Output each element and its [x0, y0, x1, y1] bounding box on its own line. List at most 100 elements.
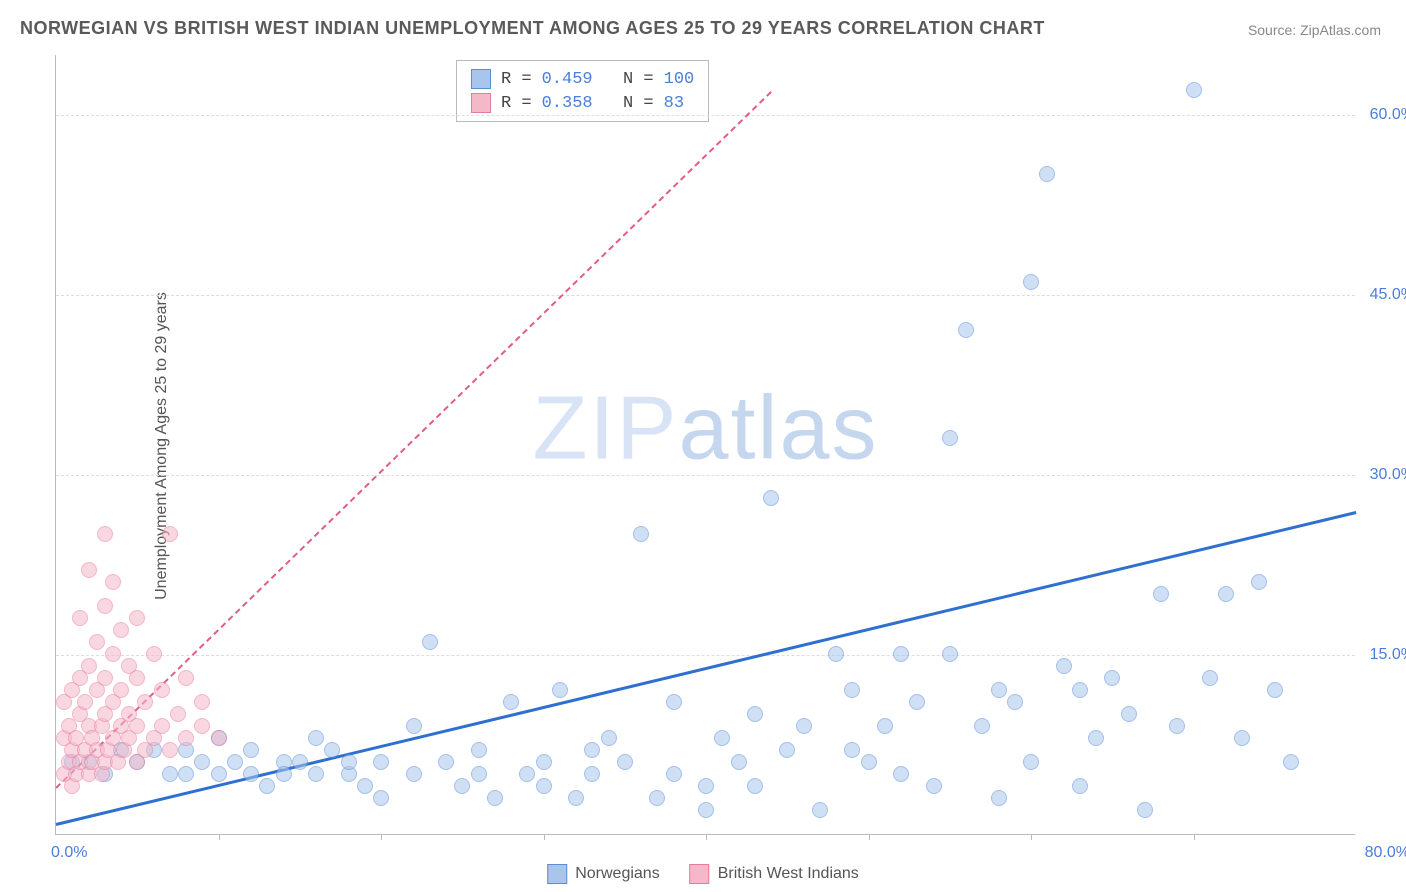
data-point: [243, 766, 259, 782]
data-point: [1023, 754, 1039, 770]
data-point: [406, 718, 422, 734]
data-point: [649, 790, 665, 806]
x-tick-mark: [706, 834, 707, 840]
data-point: [471, 742, 487, 758]
data-point: [1251, 574, 1267, 590]
r-value: 0.459: [542, 70, 593, 89]
data-point: [568, 790, 584, 806]
data-point: [308, 730, 324, 746]
data-point: [341, 754, 357, 770]
data-point: [422, 634, 438, 650]
watermark-part2: atlas: [678, 378, 878, 478]
data-point: [796, 718, 812, 734]
data-point: [861, 754, 877, 770]
gridline: [56, 295, 1355, 296]
data-point: [991, 682, 1007, 698]
data-point: [536, 778, 552, 794]
n-value: 100: [664, 70, 695, 89]
x-tick-mark: [544, 834, 545, 840]
data-point: [926, 778, 942, 794]
y-tick-label: 45.0%: [1370, 286, 1406, 304]
x-tick-max: 80.0%: [1365, 844, 1406, 862]
data-point: [893, 646, 909, 662]
data-point: [137, 694, 153, 710]
legend-stats-row: R =0.358 N = 83: [471, 91, 694, 115]
data-point: [162, 766, 178, 782]
data-point: [357, 778, 373, 794]
data-point: [1072, 682, 1088, 698]
data-point: [72, 610, 88, 626]
legend-label: British West Indians: [718, 865, 859, 883]
data-point: [178, 730, 194, 746]
data-point: [194, 718, 210, 734]
data-point: [893, 766, 909, 782]
x-tick-mark: [1031, 834, 1032, 840]
source-label: Source: ZipAtlas.com: [1248, 22, 1381, 38]
data-point: [170, 706, 186, 722]
data-point: [146, 646, 162, 662]
watermark: ZIPatlas: [532, 377, 878, 480]
x-tick-mark: [1194, 834, 1195, 840]
data-point: [292, 754, 308, 770]
legend-item: Norwegians: [547, 864, 659, 884]
x-tick-mark: [869, 834, 870, 840]
x-tick-mark: [381, 834, 382, 840]
legend-swatch: [471, 69, 491, 89]
data-point: [194, 694, 210, 710]
data-point: [1153, 586, 1169, 602]
data-point: [406, 766, 422, 782]
data-point: [162, 742, 178, 758]
data-point: [211, 730, 227, 746]
data-point: [438, 754, 454, 770]
data-point: [1007, 694, 1023, 710]
watermark-part1: ZIP: [532, 378, 678, 478]
legend-stats-row: R =0.459 N =100: [471, 67, 694, 91]
data-point: [747, 778, 763, 794]
data-point: [105, 646, 121, 662]
data-point: [942, 430, 958, 446]
data-point: [519, 766, 535, 782]
data-point: [1169, 718, 1185, 734]
data-point: [1056, 658, 1072, 674]
data-point: [536, 754, 552, 770]
plot-area: ZIPatlas R =0.459 N =100R =0.358 N = 83 …: [55, 55, 1355, 835]
data-point: [601, 730, 617, 746]
data-point: [243, 742, 259, 758]
data-point: [105, 574, 121, 590]
data-point: [584, 766, 600, 782]
data-point: [1267, 682, 1283, 698]
gridline: [56, 655, 1355, 656]
data-point: [129, 670, 145, 686]
data-point: [81, 562, 97, 578]
data-point: [552, 682, 568, 698]
data-point: [1202, 670, 1218, 686]
data-point: [698, 802, 714, 818]
data-point: [324, 742, 340, 758]
legend-item: British West Indians: [690, 864, 859, 884]
data-point: [1218, 586, 1234, 602]
data-point: [276, 766, 292, 782]
data-point: [373, 754, 389, 770]
data-point: [844, 742, 860, 758]
y-tick-label: 60.0%: [1370, 106, 1406, 124]
x-tick-origin: 0.0%: [51, 844, 87, 862]
legend-swatch: [547, 864, 567, 884]
data-point: [1121, 706, 1137, 722]
data-point: [227, 754, 243, 770]
data-point: [178, 766, 194, 782]
data-point: [1234, 730, 1250, 746]
data-point: [113, 682, 129, 698]
data-point: [991, 790, 1007, 806]
data-point: [844, 682, 860, 698]
data-point: [1104, 670, 1120, 686]
data-point: [1023, 274, 1039, 290]
data-point: [487, 790, 503, 806]
legend-swatch: [690, 864, 710, 884]
n-label: N =: [603, 70, 654, 89]
data-point: [812, 802, 828, 818]
r-label: R =: [501, 94, 532, 113]
data-point: [942, 646, 958, 662]
data-point: [162, 526, 178, 542]
data-point: [194, 754, 210, 770]
data-point: [763, 490, 779, 506]
